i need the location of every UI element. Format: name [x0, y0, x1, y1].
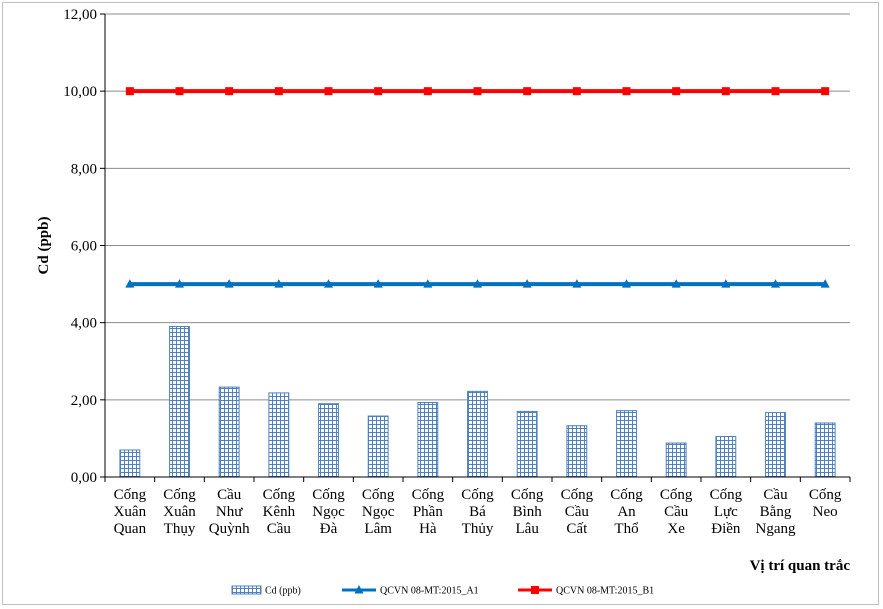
y-tick-label: 10,00	[63, 84, 97, 100]
bar	[765, 412, 786, 478]
bar	[516, 410, 538, 478]
series-marker	[672, 87, 681, 96]
series-marker	[820, 279, 830, 288]
y-tick-label: 6,00	[71, 239, 97, 255]
line-series	[125, 87, 830, 288]
x-category-label: Cống Kênh Cầu	[263, 487, 296, 537]
series-marker	[771, 279, 780, 288]
legend-label: Cd (ppb)	[265, 586, 301, 597]
series-marker	[622, 87, 631, 96]
y-tick-label: 12,00	[63, 7, 97, 23]
series-marker	[572, 279, 582, 288]
bar	[119, 449, 141, 478]
gridlines	[105, 13, 850, 401]
axes	[100, 13, 851, 482]
series-marker	[274, 87, 283, 96]
y-tick-label: 4,00	[71, 316, 97, 332]
x-axis-title: Vị trí quan trắc	[750, 558, 851, 574]
x-category-label: Cống An Thổ	[610, 487, 643, 537]
series-marker	[522, 279, 532, 288]
series-marker	[125, 279, 135, 288]
legend-label: QCVN 08-MT:2015_A1	[380, 586, 479, 597]
x-category-label: Cống Xuân Quan	[114, 487, 147, 537]
x-category-label: Cống Neo	[809, 487, 842, 520]
bar	[814, 422, 836, 478]
series-marker	[175, 279, 184, 288]
series-marker	[324, 87, 333, 96]
legend-swatch	[231, 585, 262, 595]
bar	[169, 326, 190, 478]
x-category-label: Cống Xuân Thụy	[163, 487, 196, 537]
x-category-label: Cầu Như Quỳnh	[209, 487, 250, 537]
legend-marker	[354, 585, 364, 594]
series-marker	[473, 279, 482, 288]
series-marker	[821, 87, 830, 96]
series-marker	[771, 87, 780, 96]
x-category-label: Cống Bình Lâu	[511, 487, 544, 537]
legend-label: QCVN 08-MT:2015_B1	[556, 586, 654, 597]
labels: 0,00 2,00 4,00 6,00 8,00 10,00 12,00 Cống Xuân Qu…	[36, 7, 850, 574]
x-category-label: Cống Lực Điền	[710, 487, 743, 537]
series-marker	[423, 279, 433, 288]
series-marker	[225, 87, 234, 96]
bar	[566, 425, 588, 478]
series-marker	[373, 279, 383, 288]
y-tick-label: 0,00	[71, 470, 97, 486]
bar	[318, 403, 339, 478]
bar	[218, 386, 240, 478]
x-category-label: Cầu Bằng Ngang	[756, 487, 796, 537]
series-marker	[423, 87, 432, 96]
bar	[616, 410, 637, 478]
series-marker	[721, 87, 730, 96]
x-category-label: Cống Ngọc Đà	[312, 487, 345, 537]
series-marker	[274, 279, 284, 288]
series-marker	[473, 87, 482, 96]
series-marker	[324, 279, 333, 288]
y-axis-title: Cd (ppb)	[36, 217, 52, 275]
x-category-label: Cống Ngọc Lâm	[362, 487, 395, 537]
x-category-label: Cống Bá Thủy	[461, 487, 494, 537]
y-tick-label: 2,00	[71, 393, 97, 409]
series-marker	[671, 279, 681, 288]
series-marker	[523, 87, 532, 96]
series-marker	[175, 87, 184, 96]
legend-marker	[531, 586, 539, 594]
series-marker	[224, 279, 234, 288]
legend: Cd (ppb) QCVN 08-MT:2015_A1 QCVN 08-MT:201…	[231, 585, 654, 597]
bar	[367, 415, 389, 478]
bar	[417, 402, 439, 478]
bar	[268, 392, 290, 478]
bar	[665, 442, 687, 478]
bar-series	[119, 326, 836, 478]
bar	[467, 390, 488, 478]
series-marker	[721, 279, 731, 288]
x-category-label: Cống Cầu Cất	[561, 487, 594, 537]
x-category-label: Cống Phần Hà	[412, 487, 445, 537]
y-tick-label: 8,00	[71, 161, 97, 177]
x-category-label: Cống Cầu Xe	[660, 487, 693, 537]
series-marker	[572, 87, 581, 96]
bar	[715, 435, 737, 478]
series-marker	[374, 87, 383, 96]
series-marker	[622, 279, 631, 288]
series-marker	[125, 87, 134, 96]
